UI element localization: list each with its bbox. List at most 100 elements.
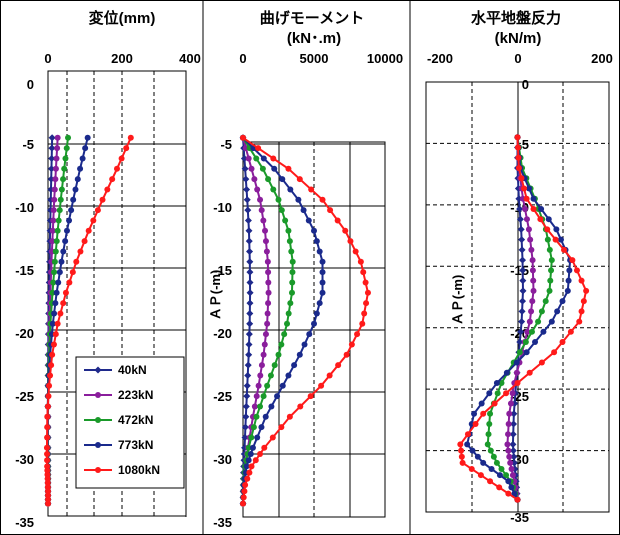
data-point-223kn bbox=[51, 186, 58, 193]
data-point-472kn bbox=[544, 236, 551, 243]
data-point-773kn bbox=[319, 258, 326, 265]
data-point-1080kn bbox=[114, 165, 120, 172]
data-point-223kn bbox=[264, 320, 271, 327]
data-point-472kn bbox=[58, 186, 65, 193]
data-point-223kn bbox=[528, 308, 535, 315]
data-point-1080kn bbox=[318, 382, 325, 389]
data-point-773kn bbox=[464, 441, 471, 448]
data-point-773kn bbox=[247, 451, 254, 457]
data-point-773kn bbox=[564, 287, 571, 294]
data-point-472kn bbox=[61, 165, 68, 172]
data-point-773kn bbox=[274, 393, 281, 400]
data-point-472kn bbox=[63, 145, 70, 152]
data-point-1080kn bbox=[43, 444, 50, 451]
data-point-1080kn bbox=[261, 444, 268, 451]
data-point-40kn bbox=[518, 246, 526, 254]
data-point-472kn bbox=[250, 424, 257, 431]
data-point-472kn bbox=[248, 434, 255, 441]
data-point-223kn bbox=[52, 165, 59, 172]
data-point-1080kn bbox=[343, 351, 350, 358]
data-point-40kn bbox=[517, 225, 525, 233]
data-point-472kn bbox=[260, 393, 267, 400]
data-point-40kn bbox=[519, 297, 527, 305]
data-point-40kn bbox=[519, 287, 527, 295]
data-point-1080kn bbox=[252, 457, 259, 464]
data-point-1080kn bbox=[487, 478, 494, 485]
data-point-773kn bbox=[526, 185, 533, 192]
data-point-1080kn bbox=[48, 362, 55, 369]
data-point-1080kn bbox=[242, 482, 249, 488]
data-point-1080kn bbox=[85, 227, 92, 234]
data-point-773kn bbox=[306, 331, 313, 338]
data-point-223kn bbox=[529, 257, 536, 264]
data-point-40kn bbox=[243, 382, 251, 390]
data-point-773kn bbox=[559, 298, 566, 305]
data-point-472kn bbox=[503, 472, 510, 479]
data-point-223kn bbox=[265, 269, 272, 276]
legend-label-1080kn: 1080kN bbox=[118, 463, 160, 477]
data-point-1080kn bbox=[45, 393, 52, 400]
series-line-773kn bbox=[466, 137, 572, 501]
panel-bending-moment: 曲げモーメント (kN･.m) 0 5000 10000 -5 -10 -15 … bbox=[208, 9, 403, 530]
data-point-773kn bbox=[84, 134, 91, 141]
y-tick-label: -35 bbox=[15, 515, 34, 530]
data-point-223kn bbox=[260, 351, 267, 358]
series-line-1080kn bbox=[459, 137, 588, 501]
data-point-1080kn bbox=[308, 186, 315, 193]
y-tick-label: -15 bbox=[15, 263, 34, 278]
legend-label-223kn: 223kN bbox=[118, 388, 153, 402]
data-point-773kn bbox=[557, 236, 564, 243]
data-point-40kn bbox=[246, 268, 254, 276]
data-point-223kn bbox=[264, 310, 271, 317]
data-point-472kn bbox=[50, 279, 57, 286]
data-point-40kn bbox=[244, 206, 252, 214]
data-point-1080kn bbox=[537, 216, 544, 223]
data-point-773kn bbox=[260, 155, 267, 162]
data-point-773kn bbox=[319, 289, 326, 296]
data-point-773kn bbox=[56, 269, 63, 276]
data-point-773kn bbox=[474, 453, 481, 460]
series-line-1080kn bbox=[242, 136, 369, 504]
data-point-40kn bbox=[246, 320, 254, 328]
data-point-1080kn bbox=[480, 410, 487, 417]
data-point-472kn bbox=[57, 196, 64, 203]
data-point-1080kn bbox=[46, 382, 53, 389]
data-point-1080kn bbox=[77, 248, 84, 255]
data-point-1080kn bbox=[95, 467, 101, 473]
data-point-223kn bbox=[523, 216, 530, 223]
y-tick-labels: -5 -10 -15 -20 -25 -30 -35 bbox=[213, 137, 232, 530]
data-point-223kn bbox=[530, 277, 537, 284]
data-point-223kn bbox=[258, 207, 265, 214]
data-point-472kn bbox=[548, 267, 555, 274]
data-point-773kn bbox=[285, 372, 292, 379]
data-point-1080kn bbox=[335, 362, 342, 369]
data-point-472kn bbox=[264, 382, 271, 389]
series-line-773kn bbox=[242, 137, 324, 504]
data-point-773kn bbox=[511, 490, 518, 497]
data-point-223kn bbox=[524, 328, 531, 335]
data-point-1080kn bbox=[347, 238, 354, 245]
data-point-1080kn bbox=[362, 279, 369, 286]
data-point-1080kn bbox=[458, 447, 465, 454]
data-point-472kn bbox=[485, 431, 492, 438]
data-point-1080kn bbox=[515, 154, 522, 161]
data-point-40kn bbox=[509, 447, 517, 455]
data-point-1080kn bbox=[285, 165, 292, 172]
series-line-223kn bbox=[506, 137, 535, 500]
data-point-223kn bbox=[258, 362, 265, 369]
data-point-223kn bbox=[526, 318, 533, 325]
data-point-40kn bbox=[245, 227, 253, 235]
data-point-1080kn bbox=[526, 369, 533, 376]
data-point-223kn bbox=[527, 236, 534, 243]
x-tick-labels: -200 0 200 bbox=[427, 51, 613, 66]
y-tick-labels: 0 -5 -10 -15 -20 -25 -30 -35 bbox=[15, 77, 34, 530]
data-point-1080kn bbox=[54, 320, 61, 327]
data-point-472kn bbox=[278, 341, 285, 348]
data-point-1080kn bbox=[360, 269, 367, 276]
data-point-40kn bbox=[48, 154, 56, 162]
data-point-223kn bbox=[509, 472, 516, 479]
data-point-40kn bbox=[242, 413, 250, 421]
data-point-1080kn bbox=[49, 351, 56, 358]
data-point-773kn bbox=[52, 300, 59, 307]
data-point-40kn bbox=[518, 307, 526, 315]
